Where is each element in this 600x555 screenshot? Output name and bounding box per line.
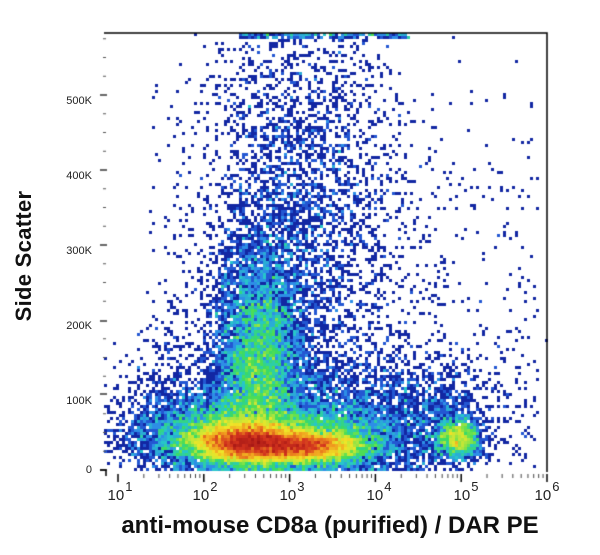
y-tick-100k: 100K (66, 395, 92, 407)
y-tick-300k: 300K (66, 245, 92, 257)
x-tick-1e6: 106 (534, 479, 560, 504)
x-tick-1e4: 104 (366, 479, 392, 504)
x-tick-1e1: 101 (107, 479, 133, 504)
x-tick-1e3: 103 (279, 479, 305, 504)
y-tick-500k: 500K (66, 95, 92, 107)
y-tick-400k: 400K (66, 170, 92, 182)
x-axis-label: anti-mouse CD8a (purified) / DAR PE (121, 512, 539, 539)
y-axis-label: Side Scatter (11, 190, 36, 322)
x-tick-1e2: 102 (192, 479, 218, 504)
y-tick-0: 0 (85, 464, 92, 476)
x-tick-1e5: 105 (453, 479, 479, 504)
y-tick-200k: 200K (66, 320, 92, 332)
